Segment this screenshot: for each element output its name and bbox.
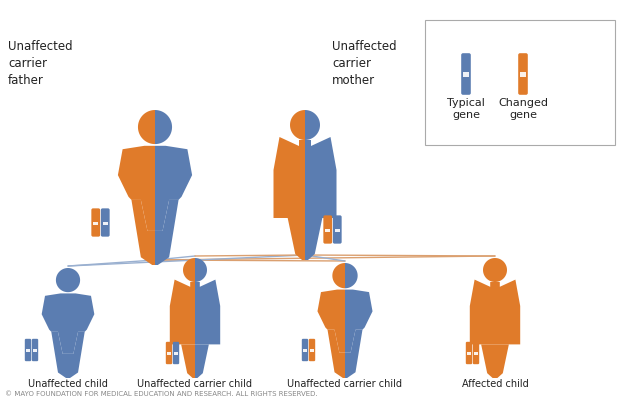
FancyBboxPatch shape <box>309 339 315 361</box>
Polygon shape <box>317 290 345 353</box>
FancyBboxPatch shape <box>25 339 31 361</box>
Bar <box>334 228 340 232</box>
Bar <box>102 222 108 224</box>
Polygon shape <box>195 280 220 344</box>
Polygon shape <box>118 146 155 231</box>
Polygon shape <box>495 344 509 378</box>
Bar <box>26 349 30 352</box>
Polygon shape <box>327 330 345 378</box>
FancyBboxPatch shape <box>461 53 471 95</box>
Polygon shape <box>481 344 495 378</box>
Polygon shape <box>138 110 155 144</box>
Polygon shape <box>181 344 195 378</box>
FancyBboxPatch shape <box>166 342 172 364</box>
FancyBboxPatch shape <box>92 208 100 237</box>
FancyBboxPatch shape <box>101 208 109 237</box>
Polygon shape <box>42 294 68 354</box>
Bar <box>174 352 178 354</box>
FancyBboxPatch shape <box>466 342 472 364</box>
Polygon shape <box>288 218 305 260</box>
Polygon shape <box>483 258 495 282</box>
Text: Unaffected
carrier
father: Unaffected carrier father <box>8 40 73 87</box>
Text: Unaffected child: Unaffected child <box>28 379 108 389</box>
Polygon shape <box>305 218 322 260</box>
Polygon shape <box>183 258 195 282</box>
Bar <box>520 72 526 77</box>
Text: © MAYO FOUNDATION FOR MEDICAL EDUCATION AND RESEARCH. ALL RIGHTS RESERVED.: © MAYO FOUNDATION FOR MEDICAL EDUCATION … <box>5 391 318 397</box>
Bar <box>303 349 307 352</box>
Polygon shape <box>68 268 80 292</box>
Polygon shape <box>290 110 305 140</box>
Text: Unaffected
carrier
mother: Unaffected carrier mother <box>332 40 397 87</box>
Polygon shape <box>56 268 68 292</box>
Polygon shape <box>195 258 207 282</box>
Polygon shape <box>274 137 305 218</box>
Polygon shape <box>131 200 155 265</box>
Bar <box>325 228 331 232</box>
Polygon shape <box>332 263 345 288</box>
Polygon shape <box>195 344 209 378</box>
FancyBboxPatch shape <box>518 53 528 95</box>
Bar <box>463 72 469 77</box>
Bar <box>93 222 99 224</box>
FancyBboxPatch shape <box>324 215 332 244</box>
Polygon shape <box>68 332 85 378</box>
Polygon shape <box>495 280 520 344</box>
Polygon shape <box>495 258 507 282</box>
FancyBboxPatch shape <box>425 20 615 145</box>
Polygon shape <box>155 146 192 231</box>
FancyBboxPatch shape <box>302 339 308 361</box>
Polygon shape <box>345 263 358 288</box>
FancyBboxPatch shape <box>333 215 342 244</box>
Bar <box>467 352 471 354</box>
Polygon shape <box>51 332 68 378</box>
Bar <box>310 349 314 352</box>
Text: Typical
gene: Typical gene <box>447 98 485 120</box>
Polygon shape <box>170 280 195 344</box>
Polygon shape <box>155 200 179 265</box>
Text: Unaffected carrier child: Unaffected carrier child <box>138 379 253 389</box>
FancyBboxPatch shape <box>32 339 38 361</box>
Text: Affected child: Affected child <box>461 379 528 389</box>
Polygon shape <box>470 280 495 344</box>
Polygon shape <box>155 110 172 144</box>
Bar <box>167 352 171 354</box>
Polygon shape <box>345 330 363 378</box>
Polygon shape <box>68 294 94 354</box>
FancyBboxPatch shape <box>473 342 479 364</box>
Polygon shape <box>305 110 320 140</box>
Bar <box>33 349 37 352</box>
Text: Unaffected carrier child: Unaffected carrier child <box>288 379 403 389</box>
Polygon shape <box>305 137 336 218</box>
Bar <box>474 352 478 354</box>
Polygon shape <box>345 290 372 353</box>
Text: Changed
gene: Changed gene <box>498 98 548 120</box>
FancyBboxPatch shape <box>173 342 179 364</box>
